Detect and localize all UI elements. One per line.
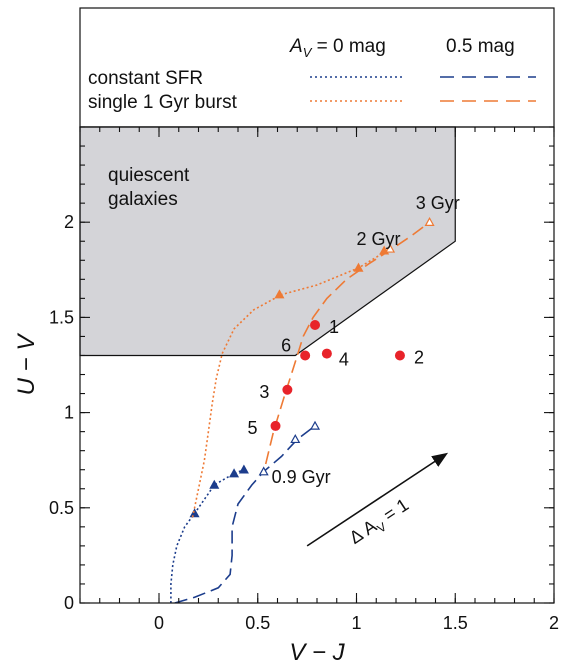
series-line: [174, 425, 316, 603]
galaxy-point-label-2: 2: [414, 347, 424, 367]
age-label: 0.9 Gyr: [272, 467, 331, 487]
plot-area: quiescent galaxies 1 2 3 4 5 6 3 Gyr 2 Gyr 0.9 G…: [49, 126, 559, 633]
series-single-1-gyr-burst-av-0-5-mag: [264, 216, 435, 465]
legend-label-burst: single 1 Gyr burst: [88, 92, 238, 113]
y-tick-label: 0: [64, 593, 74, 613]
galaxy-point-label-3: 3: [259, 382, 269, 402]
x-tick-label: 1: [351, 613, 361, 633]
age-label: 3 Gyr: [416, 193, 460, 213]
series-constant-sfr-av-0-mag: [170, 464, 249, 603]
series-marker: [385, 243, 396, 253]
x-axis-label: V − J: [289, 639, 345, 666]
y-tick-label: 1: [64, 403, 74, 423]
series-single-1-gyr-burst-av-0-mag: [191, 245, 391, 518]
series-line: [170, 468, 245, 603]
x-tick-label: 1.5: [443, 613, 468, 633]
quiescent-region-label: quiescent galaxies: [108, 165, 190, 210]
region-label-line: quiescent: [108, 165, 190, 186]
series-marker: [274, 289, 285, 299]
series-marker: [310, 420, 321, 430]
age-label: 2 Gyr: [357, 229, 401, 249]
series-marker: [290, 434, 301, 444]
galaxy-point-label-6: 6: [281, 335, 291, 355]
y-tick-label: 1.5: [49, 307, 74, 327]
x-tick-label: 0.5: [245, 613, 270, 633]
y-tick-label: 2: [64, 212, 74, 232]
series-line: [191, 248, 391, 518]
galaxy-point-1: [310, 320, 321, 331]
galaxy-point-5: [270, 420, 281, 431]
series-marker: [209, 479, 220, 489]
dust-vector-arrow: [306, 452, 449, 547]
series-marker: [258, 466, 269, 476]
y-axis-label: U − V: [13, 333, 40, 396]
galaxy-point-label-1: 1: [329, 317, 339, 337]
galaxy-point-label-5: 5: [248, 418, 258, 438]
x-tick-label: 2: [549, 613, 559, 633]
region-label-line: galaxies: [108, 189, 178, 210]
galaxy-point-label-4: 4: [339, 350, 349, 370]
legend-header-av0: AV = 0 mag: [289, 36, 386, 60]
legend-label-constant-sfr: constant SFR: [88, 68, 203, 89]
galaxy-point-2: [394, 350, 405, 361]
galaxy-point-3: [282, 384, 293, 395]
legend-header-av05: 0.5 mag: [446, 36, 515, 57]
galaxy-point-6: [300, 350, 311, 361]
series-marker: [238, 464, 249, 474]
series-marker: [189, 508, 200, 518]
x-tick-label: 0: [154, 613, 164, 633]
series-line: [264, 221, 431, 465]
y-tick-label: 0.5: [49, 498, 74, 518]
dust-vector-label: Δ AV = 1: [346, 494, 415, 551]
series-marker: [424, 216, 435, 226]
series-marker: [229, 468, 240, 478]
series-constant-sfr-av-0-5-mag: [174, 420, 321, 603]
galaxy-point-4: [321, 348, 332, 359]
legend: AV = 0 mag 0.5 mag constant SFR single 1…: [79, 7, 555, 128]
